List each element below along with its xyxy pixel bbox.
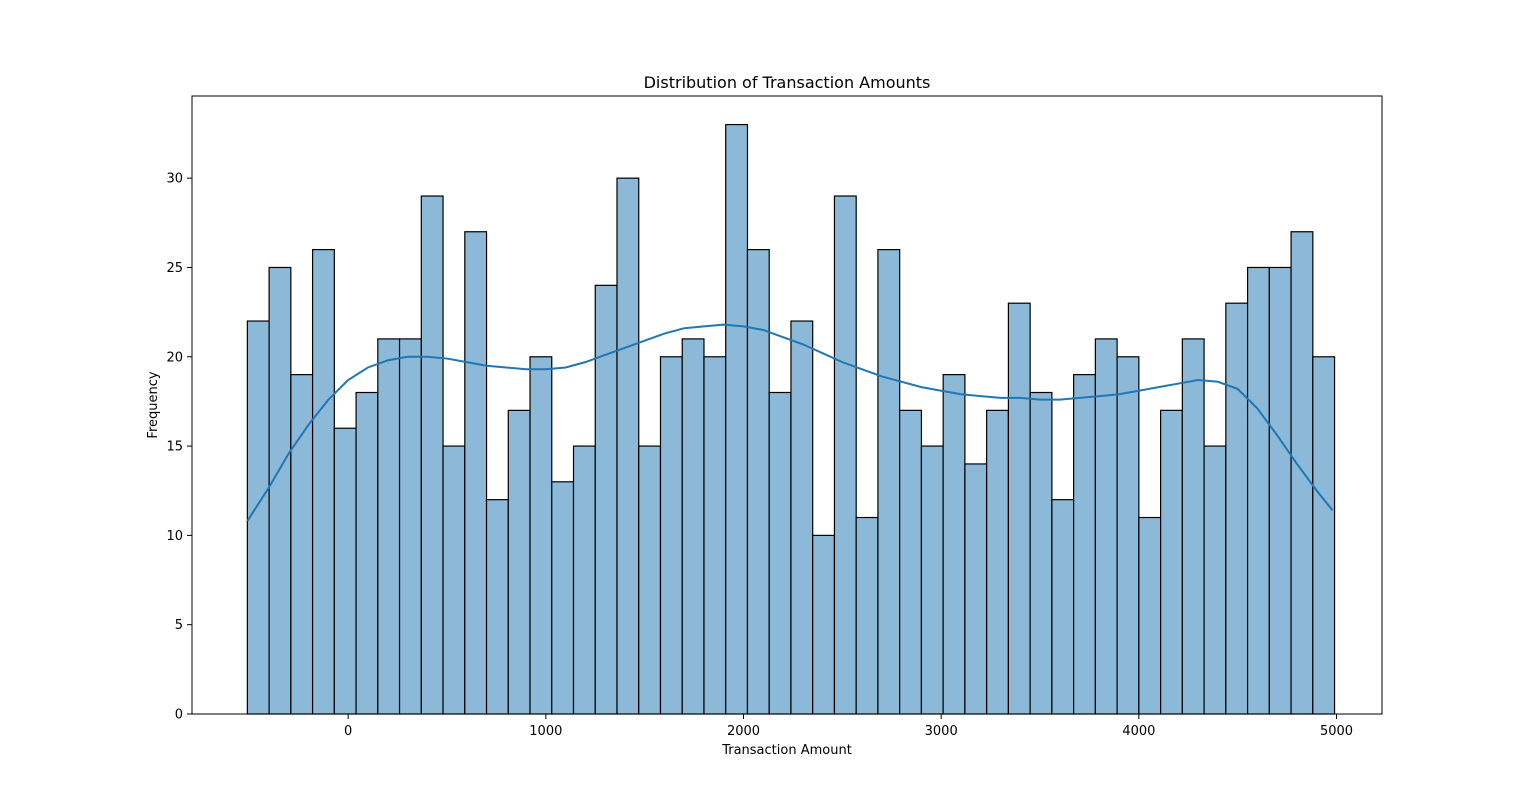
x-tick-label: 3000: [925, 724, 958, 739]
histogram-bar: [1138, 516, 1162, 715]
histogram-bar: [812, 534, 836, 715]
histogram-bar: [659, 356, 683, 715]
histogram-bar: [333, 427, 357, 715]
x-tick-label: 4000: [1122, 724, 1155, 739]
x-axis-title: Transaction Amount: [721, 743, 852, 758]
histogram-bar: [616, 177, 640, 715]
histogram-bar: [290, 374, 314, 715]
y-axis-title: Frequency: [146, 371, 161, 438]
histogram-bar: [551, 481, 575, 715]
histogram-bar: [485, 499, 509, 715]
y-tick-label: 15: [166, 440, 183, 455]
histogram-bar: [746, 249, 770, 715]
histogram-bar: [1312, 356, 1336, 715]
x-tick-label: 5000: [1320, 724, 1353, 739]
histogram-bar: [899, 409, 923, 715]
histogram-bar: [942, 374, 966, 715]
y-tick-label: 0: [175, 708, 183, 723]
histogram-bar: [703, 356, 727, 715]
histogram-bar: [1007, 302, 1031, 715]
histogram-bar: [638, 445, 662, 715]
histogram-bar: [377, 338, 401, 715]
histogram-bar: [420, 195, 444, 715]
histogram-bar: [964, 463, 988, 715]
histogram-bar: [572, 445, 596, 715]
histogram-bar: [855, 516, 879, 715]
histogram-bar: [1116, 356, 1140, 715]
x-axis-ticks: 0 1000 2000 3000 4000 5000: [344, 714, 1353, 739]
histogram-bar: [268, 266, 292, 715]
histogram-bar: [311, 249, 335, 715]
chart-title: Distribution of Transaction Amounts: [644, 73, 931, 92]
histogram-bar: [681, 338, 705, 715]
histogram-bar: [1029, 391, 1053, 715]
histogram-bar: [986, 409, 1009, 715]
histogram-bar: [594, 284, 618, 715]
plot-frame: [191, 95, 1383, 715]
histogram-bar: [833, 195, 857, 715]
histogram-bar: [507, 409, 531, 715]
histogram-bar: [1073, 374, 1096, 715]
kde-line: [246, 323, 1334, 522]
histogram-bar: [1268, 266, 1292, 715]
x-tick-label: 0: [344, 724, 352, 739]
histogram-bar: [1160, 409, 1183, 715]
histogram-bar: [920, 445, 944, 715]
histogram-bar: [1181, 338, 1205, 715]
y-tick-label: 10: [166, 529, 183, 544]
histogram-bar: [1051, 499, 1075, 715]
y-tick-label: 25: [166, 261, 183, 276]
histogram-bar: [355, 391, 379, 715]
histogram-bar: [398, 338, 422, 715]
histogram-bar: [1246, 266, 1270, 715]
histogram-bar: [877, 249, 901, 715]
histogram-bar: [442, 445, 466, 715]
y-tick-label: 30: [166, 172, 183, 187]
y-tick-label: 20: [166, 350, 183, 365]
x-tick-label: 1000: [529, 724, 562, 739]
histogram-bar: [790, 320, 814, 715]
histogram-bar: [1225, 302, 1249, 715]
y-axis-ticks: 0 5 10 15 20 25 30: [166, 172, 192, 723]
histogram-bar: [1203, 445, 1227, 715]
histogram-bar: [725, 123, 749, 715]
histogram-bar: [529, 356, 553, 715]
histogram-bar: [464, 231, 488, 715]
y-tick-label: 5: [175, 618, 183, 633]
histogram-bar: [768, 391, 792, 715]
histogram-bar: [1290, 231, 1314, 715]
histogram-bars: [246, 123, 1336, 715]
x-tick-label: 2000: [727, 724, 760, 739]
